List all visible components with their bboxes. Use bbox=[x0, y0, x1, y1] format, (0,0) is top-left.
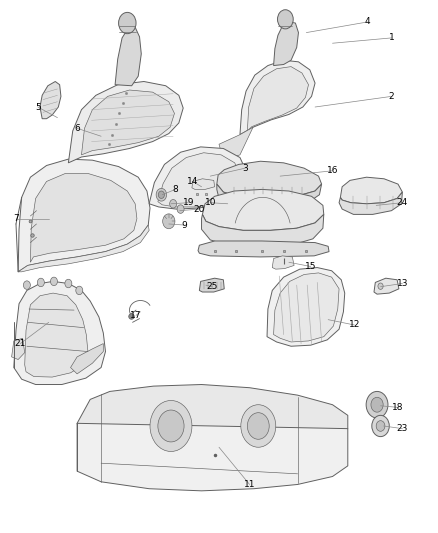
Circle shape bbox=[170, 199, 177, 208]
Polygon shape bbox=[71, 344, 103, 374]
Circle shape bbox=[150, 400, 192, 451]
Polygon shape bbox=[201, 214, 324, 248]
Polygon shape bbox=[217, 184, 321, 209]
Circle shape bbox=[376, 421, 385, 431]
Circle shape bbox=[241, 405, 276, 447]
Text: 4: 4 bbox=[365, 18, 370, 27]
Polygon shape bbox=[198, 241, 329, 257]
Text: 10: 10 bbox=[205, 198, 216, 207]
Polygon shape bbox=[192, 179, 215, 189]
Text: 8: 8 bbox=[173, 185, 178, 194]
Polygon shape bbox=[267, 268, 345, 346]
Circle shape bbox=[247, 413, 269, 439]
Polygon shape bbox=[219, 127, 253, 160]
Circle shape bbox=[76, 286, 83, 295]
Text: 24: 24 bbox=[397, 198, 408, 207]
Circle shape bbox=[23, 281, 30, 289]
Polygon shape bbox=[68, 82, 183, 163]
Circle shape bbox=[119, 12, 136, 34]
Text: 15: 15 bbox=[305, 262, 316, 271]
Polygon shape bbox=[340, 177, 403, 204]
Polygon shape bbox=[81, 90, 174, 155]
Polygon shape bbox=[272, 256, 294, 269]
Text: 9: 9 bbox=[181, 221, 187, 230]
Text: 14: 14 bbox=[187, 177, 198, 186]
Polygon shape bbox=[115, 27, 141, 86]
Polygon shape bbox=[149, 147, 246, 209]
Text: 21: 21 bbox=[14, 339, 26, 348]
Polygon shape bbox=[14, 281, 106, 384]
Text: 18: 18 bbox=[392, 403, 404, 412]
Polygon shape bbox=[202, 189, 324, 230]
Circle shape bbox=[37, 278, 44, 287]
Circle shape bbox=[50, 277, 57, 286]
Polygon shape bbox=[77, 384, 348, 457]
Text: 6: 6 bbox=[74, 124, 80, 133]
Polygon shape bbox=[247, 67, 308, 131]
Text: 13: 13 bbox=[397, 279, 408, 288]
Text: 17: 17 bbox=[130, 311, 142, 320]
Circle shape bbox=[177, 205, 184, 213]
Text: 1: 1 bbox=[389, 34, 394, 43]
Polygon shape bbox=[274, 273, 339, 342]
Text: 20: 20 bbox=[194, 205, 205, 214]
Text: 5: 5 bbox=[35, 102, 41, 111]
Polygon shape bbox=[217, 161, 321, 198]
Circle shape bbox=[158, 191, 164, 198]
Text: 11: 11 bbox=[244, 480, 255, 489]
Circle shape bbox=[65, 279, 72, 288]
Circle shape bbox=[372, 415, 389, 437]
Polygon shape bbox=[199, 278, 224, 292]
Polygon shape bbox=[158, 153, 240, 207]
Circle shape bbox=[378, 283, 383, 289]
Polygon shape bbox=[77, 423, 348, 491]
Text: 7: 7 bbox=[13, 214, 19, 223]
Circle shape bbox=[278, 10, 293, 29]
Text: 2: 2 bbox=[389, 92, 394, 101]
Circle shape bbox=[366, 391, 388, 418]
Polygon shape bbox=[40, 82, 61, 119]
Polygon shape bbox=[12, 338, 25, 360]
Circle shape bbox=[158, 410, 184, 442]
Text: 3: 3 bbox=[242, 164, 248, 173]
Text: 25: 25 bbox=[207, 282, 218, 291]
Polygon shape bbox=[274, 22, 298, 66]
Polygon shape bbox=[18, 225, 149, 272]
Polygon shape bbox=[240, 60, 315, 135]
Text: 23: 23 bbox=[397, 424, 408, 433]
Polygon shape bbox=[25, 293, 88, 377]
Text: 16: 16 bbox=[327, 166, 338, 175]
Polygon shape bbox=[18, 159, 150, 272]
Text: 19: 19 bbox=[183, 198, 194, 207]
Text: 12: 12 bbox=[349, 320, 360, 329]
Polygon shape bbox=[339, 192, 403, 214]
Circle shape bbox=[156, 188, 166, 201]
Polygon shape bbox=[30, 173, 137, 262]
Polygon shape bbox=[374, 278, 399, 294]
Circle shape bbox=[162, 214, 175, 229]
Circle shape bbox=[371, 397, 383, 412]
